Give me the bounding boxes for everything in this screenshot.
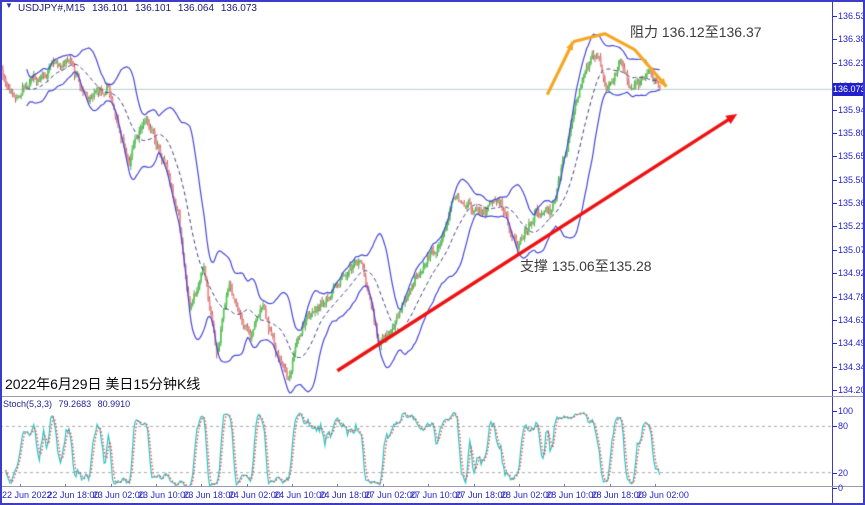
time-axis-label: 23 Jun 18:00 bbox=[183, 490, 236, 500]
time-axis-label: 28 Jun 10:00 bbox=[546, 490, 599, 500]
time-axis-label: 22 Jun 18:00 bbox=[47, 490, 100, 500]
time-axis-tickmark bbox=[564, 484, 566, 487]
high-value: 136.101 bbox=[134, 3, 172, 14]
time-axis-tickmark bbox=[201, 484, 203, 487]
chevron-down-icon[interactable]: ▼ bbox=[5, 1, 13, 10]
time-axis-tickmark bbox=[65, 484, 67, 487]
price-axis-tickmark bbox=[833, 39, 837, 41]
price-axis-tickmark bbox=[833, 62, 837, 64]
stochastic-axis-tickmark bbox=[833, 472, 837, 474]
price-axis-tick-label: 135.360 bbox=[838, 198, 865, 208]
time-axis-label: 23 Jun 10:00 bbox=[138, 490, 191, 500]
time-axis-tickmark bbox=[428, 484, 430, 487]
time-axis-label: 28 Jun 18:00 bbox=[591, 490, 644, 500]
price-axis-tickmark bbox=[833, 203, 837, 204]
price-axis-tickmark bbox=[833, 226, 837, 228]
stochastic-d-value: 80.9910 bbox=[97, 399, 131, 409]
symbol-label: USDJPY#,M15 bbox=[18, 3, 86, 14]
price-axis-tick-label: 134.345 bbox=[838, 361, 865, 372]
time-axis-tickmark bbox=[292, 484, 294, 487]
time-axis-label: 27 Jun 10:00 bbox=[410, 490, 463, 500]
open-value: 136.101 bbox=[92, 3, 129, 14]
time-axis-label: 28 Jun 02:00 bbox=[500, 490, 553, 500]
current-price-badge: 136.073 bbox=[833, 83, 865, 96]
time-axis-tickmark bbox=[473, 484, 475, 487]
time-axis-tickmark bbox=[654, 484, 656, 487]
price-axis-tick-label: 135.505 bbox=[838, 174, 865, 185]
price-axis-tickmark bbox=[833, 273, 837, 275]
stochastic-axis-tick-label: 100 bbox=[838, 406, 854, 416]
time-axis-tickmark bbox=[156, 484, 158, 487]
price-axis-tick-label: 135.945 bbox=[838, 104, 865, 115]
price-axis-tick-label: 136.385 bbox=[838, 34, 865, 45]
stochastic-axis-tickmark bbox=[833, 488, 837, 489]
time-axis-label: 24 Jun 18:00 bbox=[319, 490, 372, 500]
price-axis-tick-label: 136.530 bbox=[838, 11, 865, 21]
time-axis-tickmark bbox=[609, 484, 611, 487]
price-axis-tick-label: 135.215 bbox=[838, 221, 865, 232]
date-timeframe-label: 2022年6月29日 美日15分钟K线 bbox=[5, 376, 201, 392]
support-annotation: 支撑 135.06至135.28 bbox=[520, 258, 652, 274]
stochastic-axis-tick-label: 80 bbox=[838, 421, 849, 432]
price-axis-tick-label: 136.235 bbox=[838, 57, 865, 68]
time-axis-label: 22 Jun 2022 bbox=[2, 490, 52, 500]
symbol-ohlc-header: USDJPY#,M15 136.101 136.101 136.064 136.… bbox=[18, 3, 261, 14]
price-axis-tickmark bbox=[833, 109, 837, 111]
stochastic-axis-tick-label: 20 bbox=[838, 467, 849, 478]
price-axis-tickmark bbox=[833, 16, 837, 17]
price-axis-tickmark bbox=[833, 296, 837, 298]
time-axis-tickmark bbox=[337, 484, 339, 487]
pane-separator[interactable] bbox=[0, 396, 865, 397]
time-axis-label: 24 Jun 02:00 bbox=[228, 490, 281, 500]
stochastic-axis-tickmark bbox=[833, 426, 837, 428]
time-axis-label: 27 Jun 02:00 bbox=[364, 490, 417, 500]
price-axis-tickmark bbox=[833, 343, 837, 345]
price-axis-tickmark bbox=[833, 249, 837, 251]
price-axis-tickmark bbox=[833, 132, 837, 134]
price-axis-tick-label: 134.780 bbox=[838, 291, 865, 302]
price-axis-tickmark bbox=[833, 179, 837, 181]
price-axis-tick-label: 135.070 bbox=[838, 244, 865, 255]
time-axis-tickmark bbox=[382, 484, 384, 487]
price-axis-tick-label: 134.925 bbox=[838, 268, 865, 279]
stochastic-axis-tickmark bbox=[833, 411, 837, 412]
resistance-annotation: 阻力 136.12至136.37 bbox=[630, 24, 762, 40]
time-axis-tickmark bbox=[110, 484, 112, 487]
stochastic-k-value: 79.2683 bbox=[58, 399, 92, 409]
close-value: 136.073 bbox=[220, 3, 257, 14]
price-axis-tick-label: 135.800 bbox=[838, 127, 865, 138]
time-axis-label: 24 Jun 10:00 bbox=[274, 490, 327, 500]
stochastic-header: Stoch(5,3,3) 79.2683 80.9910 bbox=[3, 399, 134, 409]
time-axis-label: 27 Jun 18:00 bbox=[455, 490, 508, 500]
price-axis-tickmark bbox=[833, 319, 837, 321]
time-axis-tickmark bbox=[518, 484, 520, 487]
price-axis-tickmark bbox=[833, 390, 837, 391]
price-axis-tick-label: 134.490 bbox=[838, 338, 865, 349]
price-axis-line bbox=[832, 0, 833, 503]
stochastic-axis-tick-label: 0 bbox=[838, 483, 844, 493]
low-value: 136.064 bbox=[177, 3, 215, 14]
price-axis-tickmark bbox=[833, 156, 837, 158]
stochastic-pane-canvas[interactable] bbox=[0, 398, 833, 486]
price-axis-tick-label: 134.635 bbox=[838, 314, 865, 325]
price-axis-tick-label: 135.655 bbox=[838, 151, 865, 162]
time-axis-label: 23 Jun 02:00 bbox=[92, 490, 145, 500]
price-chart-canvas[interactable] bbox=[0, 0, 833, 396]
time-axis-label: 29 Jun 02:00 bbox=[636, 490, 689, 500]
stochastic-label: Stoch(5,3,3) bbox=[3, 399, 53, 409]
time-axis-tickmark bbox=[246, 484, 248, 487]
price-axis-tickmark bbox=[833, 366, 837, 368]
price-axis-tick-label: 134.200 bbox=[838, 385, 865, 395]
time-axis-tickmark bbox=[20, 484, 21, 487]
time-axis-separator bbox=[0, 486, 865, 487]
